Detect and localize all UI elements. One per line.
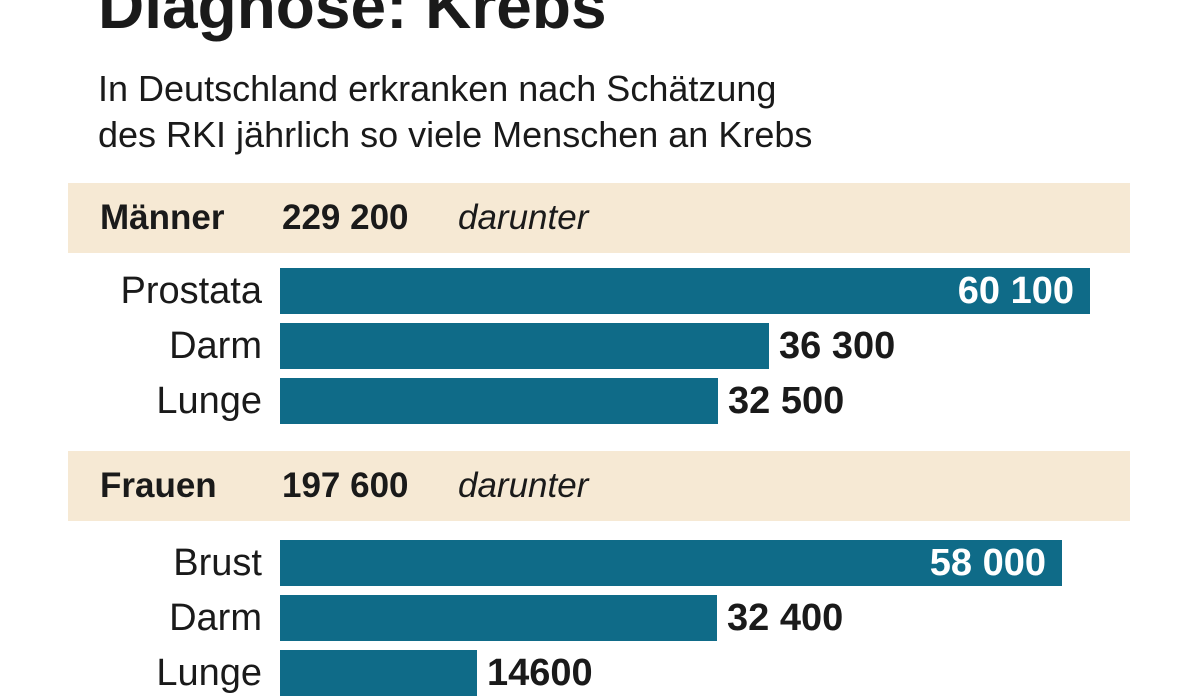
group-total: 197 600 (282, 466, 409, 505)
value-label: 32 400 (727, 597, 844, 639)
chart-subtitle: In Deutschland erkranken nach Schätzung … (98, 66, 1098, 158)
group-name: Männer (100, 198, 225, 237)
value-label: 14600 (487, 652, 593, 694)
bar (280, 323, 769, 369)
bar (280, 378, 718, 424)
value-label: 58 000 (929, 542, 1046, 584)
group-note: darunter (458, 198, 589, 237)
subtitle-line-1: In Deutschland erkranken nach Schätzung (98, 68, 777, 109)
value-label: 32 500 (728, 380, 845, 422)
bar (280, 540, 1062, 586)
category-label: Lunge (156, 652, 262, 694)
group-total: 229 200 (282, 198, 409, 237)
group-header-frauen: Frauen 197 600 darunter (68, 451, 1130, 521)
group-name: Frauen (100, 466, 217, 505)
category-label: Darm (169, 325, 262, 367)
category-label: Lunge (156, 380, 262, 422)
bar (280, 595, 717, 641)
bar (280, 650, 477, 696)
value-label: 36 300 (779, 325, 896, 367)
value-label: 60 100 (957, 270, 1074, 312)
group-note: darunter (458, 466, 589, 505)
category-label: Prostata (120, 270, 262, 312)
group-header-maenner: Männer 229 200 darunter (68, 183, 1130, 253)
subtitle-line-2: des RKI jährlich so viele Menschen an Kr… (98, 114, 813, 155)
category-label: Brust (173, 542, 262, 584)
bar (280, 268, 1090, 314)
category-label: Darm (169, 597, 262, 639)
chart-title: Diagnose: Krebs (98, 0, 607, 42)
